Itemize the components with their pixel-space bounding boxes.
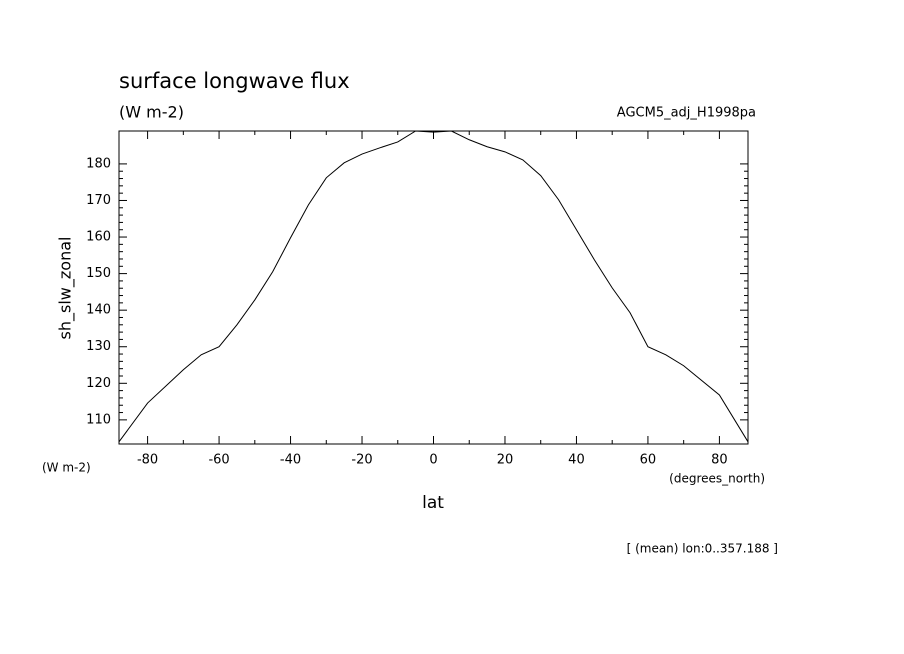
y-tick-label: 150 [86, 266, 111, 281]
x-tick-label: 40 [568, 453, 585, 468]
x-units: (degrees_north) [669, 472, 765, 486]
x-tick-label: 0 [429, 453, 437, 468]
data-line [118, 130, 749, 443]
dataset-label: AGCM5_adj_H1998pa [617, 106, 756, 121]
y-tick-label: 110 [86, 412, 111, 427]
y-tick-label: 180 [86, 156, 111, 171]
chart-title: surface longwave flux [119, 69, 350, 93]
y-units: (W m-2) [42, 461, 91, 475]
y-tick-label: 140 [86, 303, 111, 318]
y-tick-label: 160 [86, 230, 111, 245]
y-tick-label: 120 [86, 376, 111, 391]
x-tick-label: -80 [137, 453, 158, 468]
x-tick-label: 80 [711, 453, 728, 468]
y-tick-label: 170 [86, 193, 111, 208]
x-tick-label: -20 [351, 453, 372, 468]
chart-subtitle: (W m-2) [119, 103, 184, 122]
plot-frame [118, 130, 749, 445]
y-tick-label: 130 [86, 339, 111, 354]
x-axis-label: lat [422, 493, 444, 513]
x-tick-label: -60 [208, 453, 229, 468]
x-tick-label: 20 [497, 453, 514, 468]
x-tick-label: 60 [640, 453, 657, 468]
x-tick-label: -40 [280, 453, 301, 468]
footnote: [ (mean) lon:0..357.188 ] [627, 542, 778, 556]
y-axis-label: sh_slw_zonal [56, 237, 76, 340]
